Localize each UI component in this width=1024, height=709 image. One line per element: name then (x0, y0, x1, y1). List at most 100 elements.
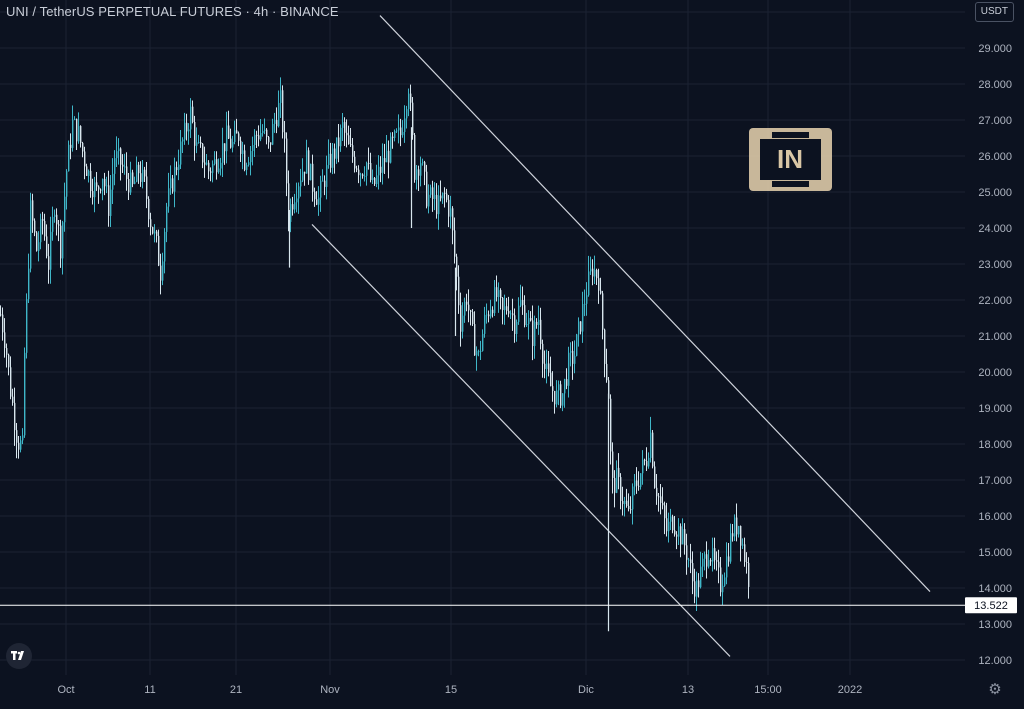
candle-body (506, 306, 508, 311)
candle-body (596, 269, 598, 279)
candle-body (598, 278, 600, 291)
candle-body (498, 290, 500, 298)
y-tick-label: 24.000 (978, 223, 1012, 235)
candle-body (146, 176, 148, 199)
candle-body (52, 216, 54, 232)
candle-body (500, 290, 502, 298)
candle-body (382, 158, 384, 173)
candle-body (176, 167, 178, 171)
candle-body (182, 139, 184, 142)
candle-body (586, 295, 588, 304)
settings-gear-icon[interactable]: ⚙ (988, 681, 1002, 698)
candle-body (388, 150, 390, 163)
candle-body (624, 500, 626, 504)
trend-channel[interactable] (311, 15, 931, 657)
y-tick-label: 14.000 (978, 583, 1012, 595)
candle-body (142, 169, 144, 182)
candle-body (686, 545, 688, 560)
candle-body (294, 202, 296, 210)
candle-body (484, 314, 486, 334)
candle-body (236, 130, 238, 134)
x-tick-label: 15 (445, 684, 457, 696)
candle-body (746, 561, 748, 563)
candle-body (464, 301, 466, 316)
candle-body (736, 517, 738, 535)
candle-body (726, 556, 728, 578)
candle-body (62, 222, 64, 259)
candle-body (466, 301, 468, 305)
candle-body (170, 178, 172, 189)
candle-body (630, 509, 632, 511)
candle-body (50, 231, 52, 270)
candle-body (438, 195, 440, 215)
candle-body (180, 141, 182, 165)
candle-body (740, 526, 742, 546)
time-axis[interactable]: Oct 11 21 Nov 15 Dic 13 15:00 2022 (57, 684, 862, 696)
candle-body (668, 521, 670, 532)
candle-body (208, 162, 210, 172)
candle-body (314, 191, 316, 200)
x-tick-label: 13 (682, 684, 694, 696)
candle-body (474, 324, 476, 356)
tradingview-logo-icon[interactable] (6, 643, 32, 669)
candle-body (34, 220, 36, 233)
candle-body (654, 466, 656, 488)
candle-body (108, 185, 110, 216)
candle-body (748, 562, 750, 587)
y-tick-label: 26.000 (978, 151, 1012, 163)
candle-body (610, 398, 612, 452)
candle-body (718, 561, 720, 568)
candle-body (216, 159, 218, 173)
candle-body (322, 180, 324, 182)
candle-body (578, 321, 580, 335)
candle-body (354, 156, 356, 169)
candle-body (120, 148, 122, 165)
candle-body (316, 199, 318, 205)
price-axis[interactable]: 30.00029.00028.00027.00026.00025.00024.0… (978, 7, 1012, 667)
candle-body (112, 173, 114, 190)
candle-body (136, 164, 138, 182)
candle-body (32, 200, 34, 221)
candle-body (532, 320, 534, 347)
candle-body (642, 459, 644, 474)
candle-body (26, 299, 28, 353)
candle-body (234, 130, 236, 142)
candle-body (556, 390, 558, 405)
candle-body (688, 559, 690, 561)
candle-body (210, 171, 212, 173)
y-tick-label: 23.000 (978, 259, 1012, 271)
watermark-text: IN (777, 144, 803, 174)
candle-body (370, 163, 372, 180)
candle-body (344, 122, 346, 133)
currency-button[interactable]: USDT (974, 2, 1014, 22)
candle-body (572, 350, 574, 364)
candle-body (588, 271, 590, 296)
candle-body (538, 319, 540, 326)
candle-body (44, 220, 46, 237)
candle-body (554, 391, 556, 405)
candle-body (472, 311, 474, 325)
candle-body (298, 186, 300, 199)
candle-body (272, 123, 274, 145)
candle-body (198, 142, 200, 144)
candle-body (380, 166, 382, 173)
candle-body (114, 158, 116, 174)
candle-body (558, 384, 560, 391)
x-tick-label: 15:00 (754, 684, 782, 696)
candle-body (190, 106, 192, 130)
candle-body (674, 530, 676, 535)
candle-body (614, 477, 616, 493)
candle-body (346, 132, 348, 136)
candle-body (622, 500, 624, 504)
candle-body (54, 214, 56, 217)
candle-body (522, 299, 524, 306)
candle-body (24, 352, 26, 436)
candle-body (124, 166, 126, 168)
y-tick-label: 15.000 (978, 547, 1012, 559)
candle-body (308, 150, 310, 181)
symbol-header: UNI / TetherUS PERPETUAL FUTURES · 4h · … (6, 4, 339, 19)
candle-body (144, 169, 146, 177)
